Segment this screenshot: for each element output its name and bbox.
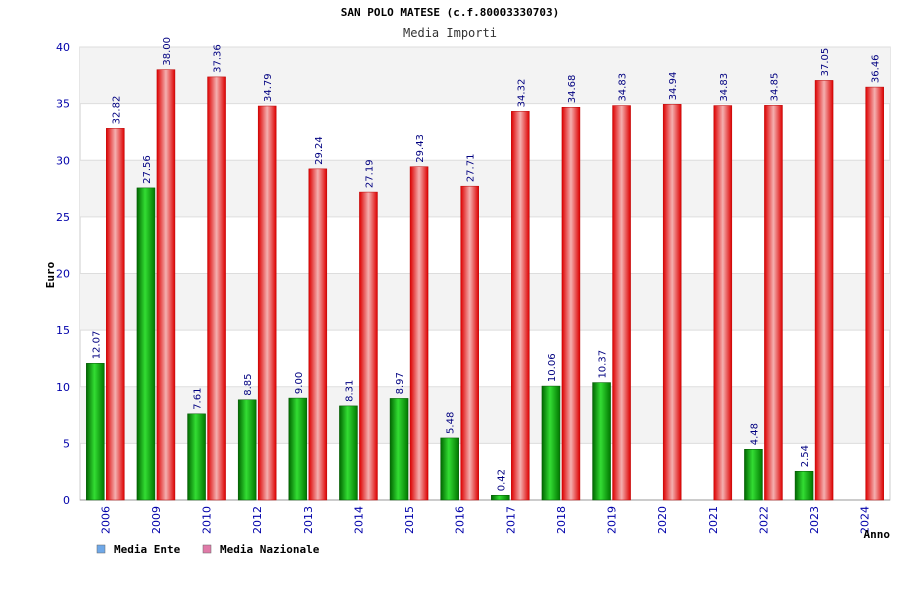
value-label-media-ente-2022: 4.48 [749, 423, 760, 445]
y-axis-label: Euro [44, 261, 57, 288]
value-label-media-nazionale-2022: 34.85 [769, 73, 780, 102]
value-label-media-nazionale-2006: 32.82 [111, 96, 122, 125]
value-label-media-ente-2016: 5.48 [446, 412, 457, 434]
x-tick-label-2010: 2010 [201, 506, 214, 534]
value-label-media-nazionale-2016: 27.71 [466, 154, 477, 183]
x-tick-label-2024: 2024 [859, 506, 872, 534]
y-tick-label: 25 [56, 211, 70, 224]
bar-media-nazionale-2023 [814, 80, 834, 501]
bar-media-nazionale-2013 [308, 168, 328, 501]
y-tick-label: 15 [56, 324, 70, 337]
x-tick-label-2017: 2017 [504, 506, 517, 534]
value-label-media-nazionale-2012: 34.79 [263, 73, 274, 102]
bar-media-ente-2022 [744, 449, 763, 501]
value-label-media-ente-2013: 9.00 [294, 372, 305, 394]
value-label-media-ente-2012: 8.85 [243, 374, 254, 396]
legend: Media Ente Media Nazionale [96, 543, 320, 556]
bar-media-nazionale-2018 [561, 106, 581, 501]
value-label-media-nazionale-2013: 29.24 [314, 136, 325, 165]
x-tick-label-2009: 2009 [150, 506, 163, 534]
value-label-media-ente-2023: 2.54 [800, 445, 811, 467]
value-label-media-nazionale-2018: 34.68 [567, 75, 578, 104]
x-tick-label-2018: 2018 [555, 506, 568, 534]
value-label-media-ente-2017: 0.42 [496, 469, 507, 491]
x-axis-label: Anno [864, 528, 891, 541]
y-tick-label: 35 [56, 98, 70, 111]
value-label-media-ente-2018: 10.06 [547, 353, 558, 382]
value-label-media-nazionale-2023: 37.05 [820, 48, 831, 77]
y-tick-label: 10 [56, 381, 70, 394]
legend-swatch-media-nazionale [202, 544, 212, 554]
value-label-media-nazionale-2024: 36.46 [871, 54, 882, 83]
x-tick-label-2012: 2012 [251, 506, 264, 534]
bar-media-nazionale-2021 [713, 105, 733, 501]
bar-media-ente-2013 [288, 397, 308, 501]
bar-media-ente-2018 [541, 385, 561, 501]
bar-media-ente-2016 [440, 437, 459, 501]
value-label-media-nazionale-2020: 34.94 [668, 72, 679, 101]
bars-group [86, 69, 884, 501]
bar-media-nazionale-2017 [511, 111, 530, 501]
bar-media-ente-2019 [592, 382, 611, 501]
x-tick-label-2020: 2020 [656, 506, 669, 534]
y-tick-label: 0 [63, 494, 70, 507]
bar-media-nazionale-2009 [156, 69, 176, 501]
chart-title: SAN POLO MATESE (c.f.80003330703) [341, 6, 560, 19]
value-label-media-nazionale-2015: 29.43 [415, 134, 426, 163]
bar-media-nazionale-2010 [207, 76, 226, 501]
x-tick-label-2015: 2015 [403, 506, 416, 534]
value-label-media-nazionale-2014: 27.19 [364, 159, 375, 188]
bar-media-ente-2012 [237, 399, 257, 501]
legend-label-media-nazionale: Media Nazionale [220, 543, 320, 556]
value-label-media-ente-2014: 8.31 [344, 380, 355, 402]
y-axis-ticks: 0 5 10 15 20 25 30 35 40 [56, 41, 70, 507]
x-tick-label-2023: 2023 [808, 506, 821, 534]
y-tick-label: 20 [56, 268, 70, 281]
bar-media-nazionale-2019 [612, 105, 631, 501]
bar-media-ente-2023 [794, 470, 814, 501]
legend-swatch-media-ente [96, 544, 106, 554]
bar-media-ente-2014 [339, 405, 358, 501]
bar-media-ente-2015 [389, 398, 409, 501]
value-label-media-ente-2006: 12.07 [91, 331, 102, 360]
x-tick-label-2013: 2013 [302, 506, 315, 534]
x-tick-label-2021: 2021 [707, 506, 720, 534]
bar-media-nazionale-2014 [359, 191, 378, 501]
bar-media-ente-2017 [491, 494, 510, 501]
value-label-media-ente-2009: 27.56 [142, 155, 153, 184]
chart-subtitle: Media Importi [403, 26, 497, 40]
value-label-media-ente-2019: 10.37 [598, 350, 609, 379]
value-label-media-nazionale-2010: 37.36 [213, 44, 224, 73]
value-label-media-nazionale-2009: 38.00 [162, 37, 173, 66]
bar-media-nazionale-2024 [865, 86, 884, 501]
x-tick-label-2019: 2019 [606, 506, 619, 534]
x-tick-label-2014: 2014 [352, 506, 365, 534]
value-label-media-ente-2015: 8.97 [395, 372, 406, 394]
x-tick-label-2006: 2006 [99, 506, 112, 534]
value-label-media-nazionale-2019: 34.83 [618, 73, 629, 102]
bar-media-ente-2010 [187, 413, 206, 501]
bar-media-nazionale-2022 [764, 105, 783, 501]
y-tick-label: 30 [56, 154, 70, 167]
bar-media-nazionale-2016 [460, 185, 479, 501]
bar-media-ente-2006 [86, 363, 105, 501]
bar-media-nazionale-2015 [409, 166, 429, 501]
value-label-media-nazionale-2017: 34.32 [516, 79, 527, 108]
y-tick-label: 40 [56, 41, 70, 54]
y-tick-label: 5 [63, 437, 70, 450]
x-axis-ticks: 2006 2009 2010 2012 2013 2014 2015 2016 2017 2018… [99, 506, 871, 534]
legend-label-media-ente: Media Ente [114, 543, 181, 556]
bar-media-nazionale-2020 [662, 104, 682, 501]
value-labels-group: 12.07 32.82 27.56 38.00 7.61 37.36 8.85 34.79 9.… [91, 37, 881, 491]
value-label-media-ente-2010: 7.61 [193, 388, 204, 410]
bar-media-nazionale-2012 [257, 105, 277, 501]
x-tick-label-2016: 2016 [454, 506, 467, 534]
x-tick-label-2022: 2022 [757, 506, 770, 534]
bar-media-nazionale-2006 [106, 128, 125, 501]
value-label-media-nazionale-2021: 34.83 [719, 73, 730, 102]
bar-media-ente-2009 [136, 187, 156, 501]
